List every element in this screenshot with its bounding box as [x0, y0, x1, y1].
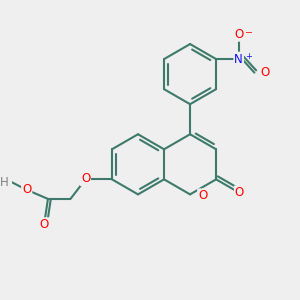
Text: O: O: [81, 172, 90, 185]
Text: N: N: [234, 52, 243, 66]
Text: O: O: [234, 28, 243, 41]
Text: O: O: [198, 189, 207, 202]
Text: O: O: [235, 186, 244, 199]
Text: −: −: [245, 27, 253, 36]
Text: H: H: [0, 176, 9, 189]
Text: O: O: [22, 183, 31, 196]
Text: O: O: [260, 66, 269, 79]
Text: O: O: [40, 218, 49, 231]
Text: +: +: [245, 52, 252, 61]
